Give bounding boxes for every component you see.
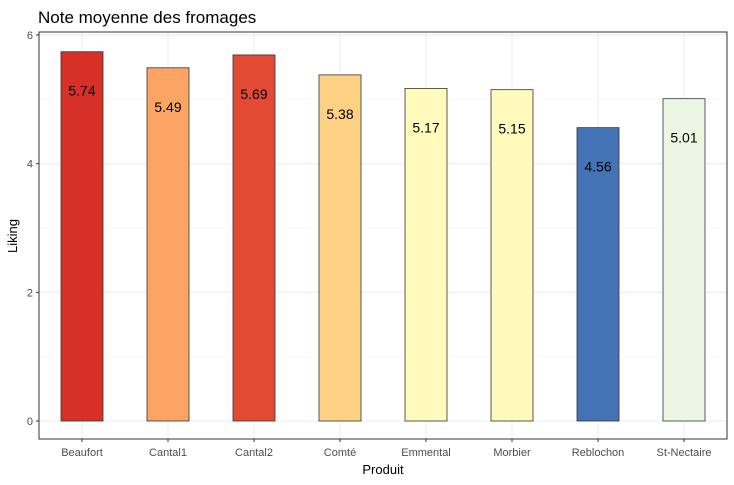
data-label: 5.01 (670, 130, 697, 146)
data-label: 5.38 (326, 106, 353, 122)
bars (60, 51, 706, 422)
bar-cantal2 (232, 54, 276, 422)
y-axis-title: Liking (5, 219, 20, 253)
data-label: 4.56 (584, 159, 611, 175)
data-label: 5.15 (498, 121, 525, 137)
bar-beaufort (60, 51, 104, 422)
y-tick-label: 0 (27, 416, 33, 428)
bar-comté (318, 74, 362, 422)
data-label: 5.74 (68, 83, 95, 99)
bar-cantal1 (146, 67, 190, 422)
plot-border (38, 31, 728, 440)
x-tick-label: Cantal2 (235, 447, 273, 459)
x-tick-label: Emmental (401, 447, 451, 459)
x-tick-label: Comté (324, 447, 356, 459)
bar-emmental (404, 87, 448, 422)
grid-lines (39, 32, 727, 439)
y-tick-label: 6 (27, 30, 33, 42)
x-tick-label: Reblochon (572, 447, 625, 459)
y-tick-label: 4 (27, 159, 33, 171)
x-tick-label: Cantal1 (149, 447, 187, 459)
data-labels: 5.74 5.49 5.69 5.38 5.17 5.15 4.56 5.01 (68, 83, 697, 175)
bar-st-nectaire (662, 98, 706, 422)
x-tick-label: St-Nectaire (656, 447, 711, 459)
x-axis: Beaufort Cantal1 Cantal2 Comté Emmental Morbi… (61, 439, 712, 459)
data-label: 5.17 (412, 119, 439, 135)
data-label: 5.49 (154, 99, 181, 115)
y-axis: 0 2 4 6 (27, 30, 39, 428)
bar-morbier (490, 89, 534, 422)
chart-title: Note moyenne des fromages (38, 8, 256, 27)
y-tick-label: 2 (27, 287, 33, 299)
x-tick-label: Beaufort (61, 447, 103, 459)
x-tick-label: Morbier (493, 447, 531, 459)
x-axis-title: Produit (362, 462, 404, 477)
data-label: 5.69 (240, 86, 267, 102)
bar-reblochon (576, 127, 620, 422)
